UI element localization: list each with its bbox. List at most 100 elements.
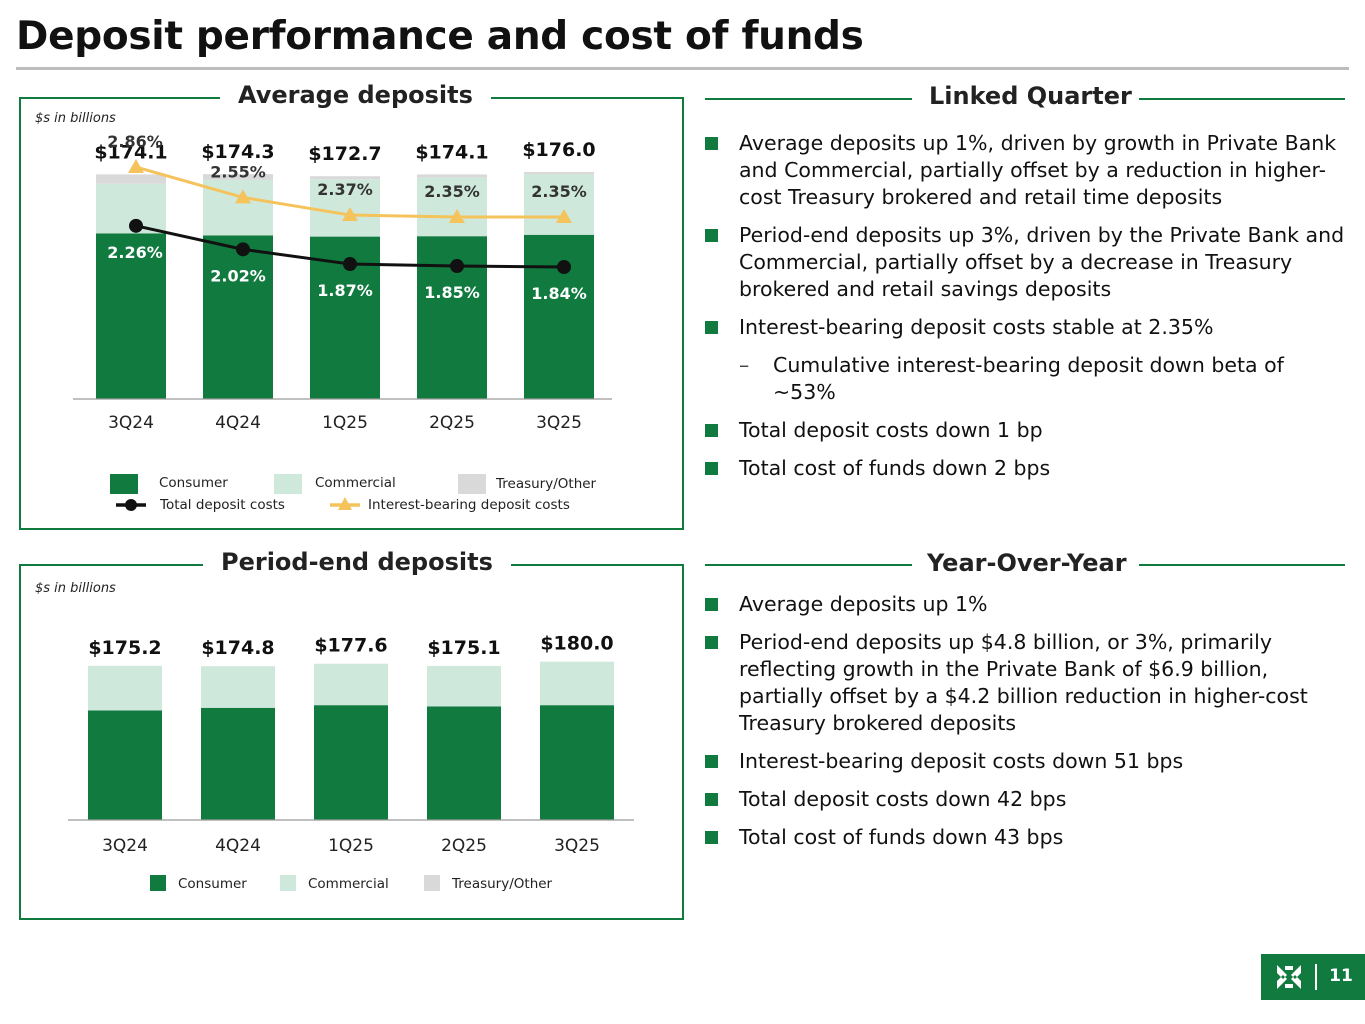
linked-quarter-bullet: Period-end deposits up 3%, driven by the… bbox=[705, 222, 1350, 303]
bullet-text: Total cost of funds down 43 bps bbox=[739, 825, 1064, 849]
legend-ib-costs-label: Interest-bearing deposit costs bbox=[368, 497, 570, 513]
bar-consumer-4Q24 bbox=[201, 707, 275, 820]
legend-consumer-swatch bbox=[150, 875, 166, 891]
bullet-text: Interest-bearing deposit costs stable at… bbox=[739, 315, 1214, 339]
total-costs-label-1Q25: 1.87% bbox=[317, 281, 373, 300]
x-tick-label-2Q25: 2Q25 bbox=[429, 413, 475, 433]
legend-treasury-label: Treasury/Other bbox=[495, 476, 597, 492]
bar-commercial-2Q25 bbox=[417, 177, 487, 237]
bar-commercial-1Q25 bbox=[314, 663, 388, 706]
linked-quarter-bullet: Interest-bearing deposit costs stable at… bbox=[705, 314, 1350, 341]
yoy-bullet: Total deposit costs down 42 bps bbox=[705, 786, 1350, 813]
bullet-text: Total deposit costs down 42 bps bbox=[739, 787, 1067, 811]
bullet-square-icon bbox=[705, 793, 718, 806]
ib-costs-point-2Q25 bbox=[449, 209, 465, 224]
bullet-text: Total deposit costs down 1 bp bbox=[739, 418, 1043, 442]
bar-consumer-3Q24 bbox=[96, 233, 166, 399]
bar-consumer-3Q25 bbox=[540, 705, 614, 820]
bullet-text: Period-end deposits up $4.8 billion, or … bbox=[739, 630, 1308, 735]
bar-consumer-4Q24 bbox=[203, 235, 273, 399]
total-costs-label-4Q24: 2.02% bbox=[210, 266, 266, 285]
linked-quarter-bullet: Total deposit costs down 1 bp bbox=[705, 417, 1350, 444]
bar-treasury-1Q25 bbox=[310, 176, 380, 180]
total-label-2Q25: $174.1 bbox=[415, 141, 488, 163]
footer-separator bbox=[1315, 964, 1317, 990]
bar-consumer-2Q25 bbox=[427, 706, 501, 820]
total-label-2Q25: $175.1 bbox=[427, 637, 500, 659]
legend-consumer-label: Consumer bbox=[178, 876, 247, 892]
bullet-text: Period-end deposits up 3%, driven by the… bbox=[739, 223, 1345, 301]
bullet-square-icon bbox=[705, 462, 718, 475]
ib-costs-label-3Q25: 2.35% bbox=[531, 182, 587, 201]
linked-quarter-rule-right bbox=[1139, 98, 1345, 100]
total-costs-label-3Q25: 1.84% bbox=[531, 284, 587, 303]
linked-quarter-bullet: Total cost of funds down 2 bps bbox=[705, 455, 1350, 482]
total-costs-point-3Q24 bbox=[129, 218, 143, 233]
bar-commercial-3Q25 bbox=[540, 661, 614, 706]
linked-quarter-rule-left bbox=[705, 98, 912, 100]
legend-total-costs-label: Total deposit costs bbox=[159, 497, 285, 513]
total-label-3Q24: $175.2 bbox=[88, 637, 161, 659]
ib-costs-label-2Q25: 2.35% bbox=[424, 182, 480, 201]
period-end-deposits-chart: $175.2 3Q24 $174.8 4Q24 $177.6 1Q25 $175.1 2Q25… bbox=[68, 633, 634, 892]
bar-consumer-1Q25 bbox=[314, 705, 388, 820]
total-label-3Q25: $176.0 bbox=[522, 139, 595, 161]
legend-treasury-swatch bbox=[424, 875, 440, 891]
ib-costs-point-1Q25 bbox=[342, 207, 358, 222]
total-label-1Q25: $177.6 bbox=[314, 635, 387, 657]
ib-costs-point-3Q25 bbox=[556, 209, 572, 224]
legend-commercial-swatch bbox=[280, 875, 296, 891]
bar-commercial-3Q24 bbox=[88, 666, 162, 711]
yoy-title: Year-Over-Year bbox=[927, 549, 1127, 577]
ib-costs-label-4Q24: 2.55% bbox=[210, 162, 266, 181]
bar-consumer-3Q24 bbox=[88, 710, 162, 820]
yoy-bullet: Total cost of funds down 43 bps bbox=[705, 824, 1350, 851]
bullet-square-icon bbox=[705, 137, 718, 150]
x-tick-label-3Q25: 3Q25 bbox=[536, 413, 582, 433]
average-deposits-title: Average deposits bbox=[220, 81, 491, 109]
x-tick-label-2Q25: 2Q25 bbox=[441, 836, 487, 856]
bar-commercial-3Q25 bbox=[524, 174, 594, 235]
legend-ib-costs-marker bbox=[338, 497, 352, 510]
ib-costs-label-1Q25: 2.37% bbox=[317, 180, 373, 199]
x-tick-label-3Q25: 3Q25 bbox=[554, 836, 600, 856]
title-divider bbox=[16, 67, 1349, 70]
legend-commercial-label: Commercial bbox=[308, 876, 389, 892]
bullet-square-icon bbox=[705, 321, 718, 334]
bar-treasury-4Q24 bbox=[203, 174, 273, 180]
ib-costs-point-4Q24 bbox=[235, 189, 251, 204]
yoy-bullet: Interest-bearing deposit costs down 51 b… bbox=[705, 748, 1350, 775]
total-costs-label-3Q24: 2.26% bbox=[107, 243, 163, 262]
x-tick-label-3Q24: 3Q24 bbox=[102, 836, 148, 856]
total-label-3Q25: $180.0 bbox=[540, 633, 613, 655]
bullet-square-icon bbox=[705, 831, 718, 844]
bar-treasury-3Q24 bbox=[96, 174, 166, 184]
x-tick-label-1Q25: 1Q25 bbox=[328, 836, 374, 856]
legend-treasury-label: Treasury/Other bbox=[451, 876, 553, 892]
yoy-bullet: Period-end deposits up $4.8 billion, or … bbox=[705, 629, 1350, 737]
bullet-square-icon bbox=[705, 636, 718, 649]
linked-quarter-title: Linked Quarter bbox=[929, 82, 1132, 110]
bar-treasury-2Q25 bbox=[417, 174, 487, 178]
yoy-rule-right bbox=[1139, 564, 1345, 566]
linked-quarter-bullets: Average deposits up 1%, driven by growth… bbox=[705, 130, 1350, 493]
ib-costs-point-3Q24 bbox=[128, 159, 144, 174]
legend-consumer-label: Consumer bbox=[159, 475, 228, 491]
legend-consumer-swatch bbox=[110, 474, 138, 494]
total-costs-point-2Q25 bbox=[450, 259, 464, 274]
linked-quarter-bullet: Average deposits up 1%, driven by growth… bbox=[705, 130, 1350, 211]
x-tick-label-3Q24: 3Q24 bbox=[108, 413, 154, 433]
sub-bullet-dash: – bbox=[739, 353, 750, 377]
footer-brand-badge: 11 bbox=[1261, 954, 1365, 1000]
bar-consumer-2Q25 bbox=[417, 236, 487, 399]
page-title: Deposit performance and cost of funds bbox=[16, 14, 864, 59]
total-costs-label-2Q25: 1.85% bbox=[424, 283, 480, 302]
brand-logo-icon bbox=[1277, 965, 1301, 989]
yoy-rule-left bbox=[705, 564, 912, 566]
total-costs-point-4Q24 bbox=[236, 242, 250, 257]
period-end-deposits-title: Period-end deposits bbox=[203, 548, 511, 576]
bar-commercial-1Q25 bbox=[310, 179, 380, 237]
average-deposits-chart: $174.1 3Q24 $174.3 4Q24 $172.7 1Q25 $174.1 2Q25… bbox=[73, 132, 612, 513]
x-tick-label-1Q25: 1Q25 bbox=[322, 413, 368, 433]
legend-commercial-swatch bbox=[274, 474, 302, 494]
